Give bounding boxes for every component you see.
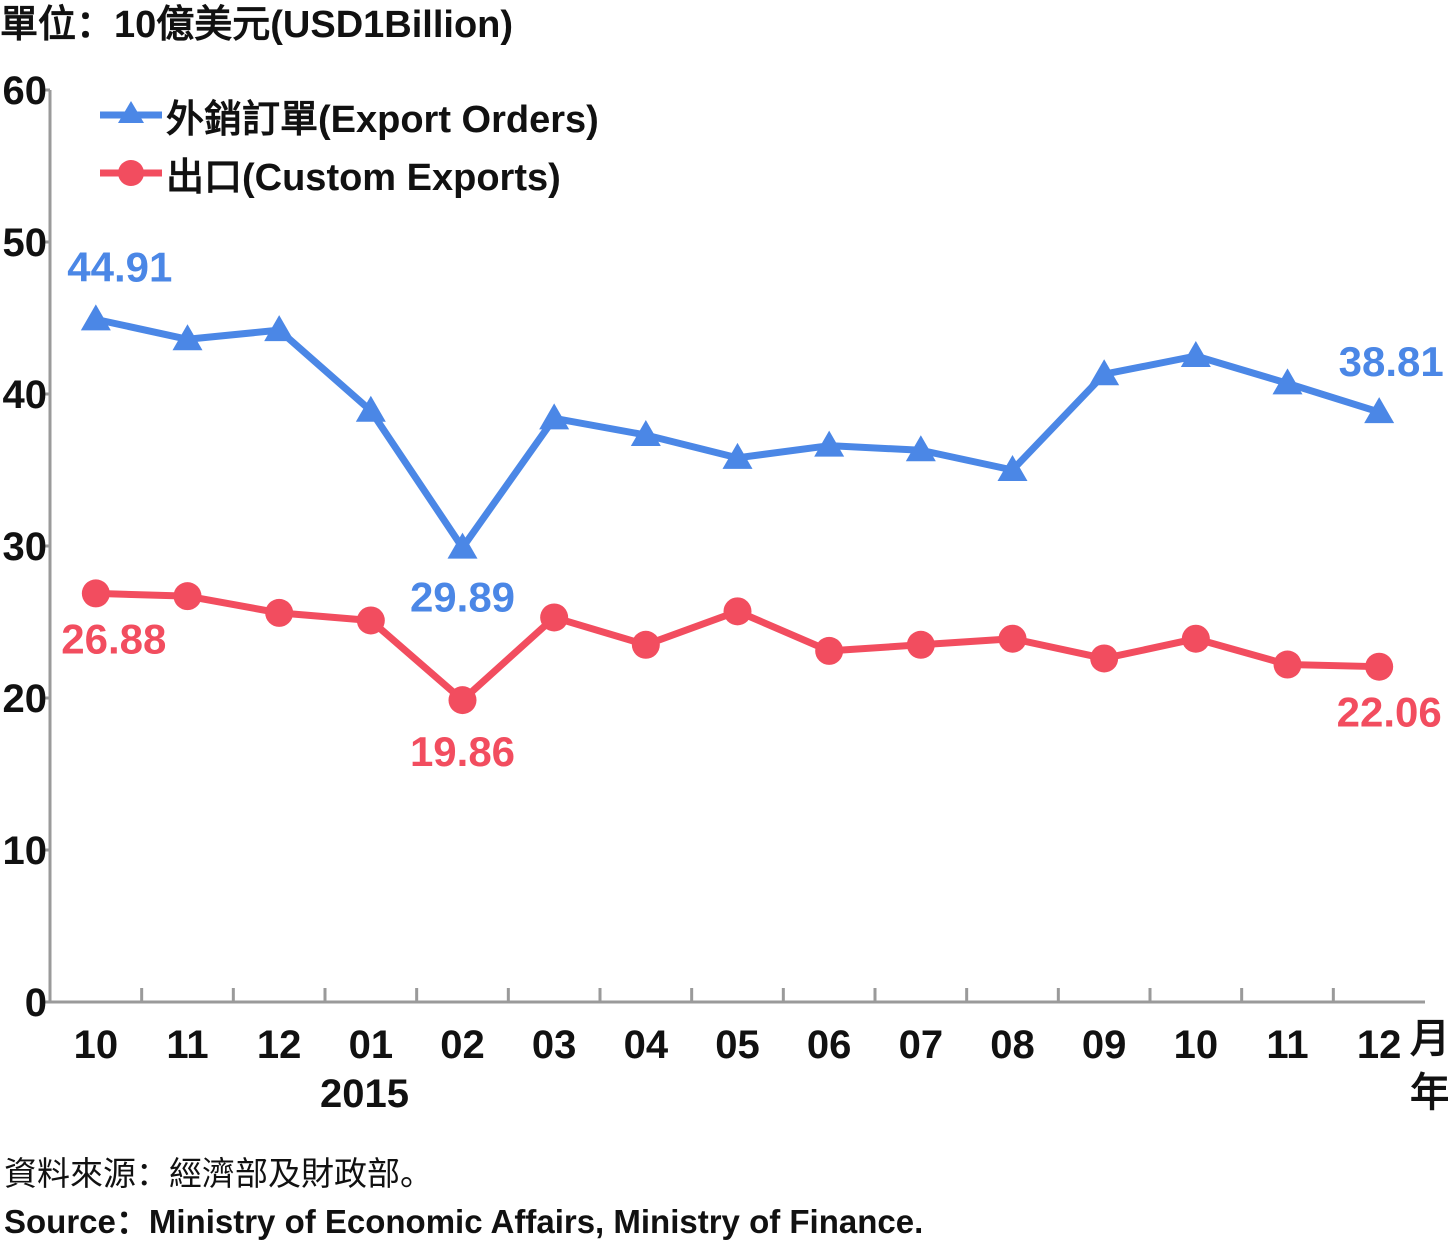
y-tick-label: 20 xyxy=(3,677,48,721)
x-tick-label: 02 xyxy=(440,1023,485,1067)
series-line-export-orders xyxy=(95,315,1381,552)
data-point-custom-exports xyxy=(1090,644,1119,673)
y-tick-label: 40 xyxy=(3,373,48,417)
data-point-custom-exports xyxy=(448,686,477,715)
data-point-custom-exports xyxy=(1365,652,1394,681)
data-point-export-orders xyxy=(1180,341,1211,367)
unit-label: 單位：10億美元(USD1Billion) xyxy=(0,4,514,46)
data-point-custom-exports xyxy=(815,636,844,665)
data-point-export-orders xyxy=(264,315,295,342)
data-point-export-orders xyxy=(539,403,570,430)
legend-label-custom-exports: 出口(Custom Exports) xyxy=(166,156,561,199)
x-tick-label: 04 xyxy=(624,1023,669,1067)
source-zh: 資料來源：經濟部及財政部。 xyxy=(4,1155,433,1192)
data-point-export-orders xyxy=(80,304,111,331)
y-tick-label: 10 xyxy=(3,829,48,873)
data-point-export-orders xyxy=(1089,359,1120,386)
legend-label-export-orders: 外銷訂單(Export Orders) xyxy=(166,98,599,141)
data-point-custom-exports xyxy=(1181,624,1210,653)
source-en: Source：Ministry of Economic Affairs, Min… xyxy=(4,1203,924,1240)
data-point-export-orders xyxy=(814,430,845,457)
data-label-export-orders: 38.81 xyxy=(1339,338,1444,385)
data-point-custom-exports xyxy=(540,603,569,632)
y-tick-label: 30 xyxy=(3,525,48,569)
month-unit-label: 月 xyxy=(1410,1017,1448,1061)
data-point-custom-exports xyxy=(265,598,294,627)
data-point-custom-exports xyxy=(173,582,202,611)
x-tick-label: 03 xyxy=(532,1023,577,1067)
data-label-custom-exports: 19.86 xyxy=(410,728,515,775)
data-point-export-orders xyxy=(172,324,203,351)
x-tick-label: 07 xyxy=(899,1023,944,1067)
legend-item-export-orders: 外銷訂單(Export Orders) xyxy=(98,86,599,144)
data-point-custom-exports xyxy=(356,606,385,635)
data-point-custom-exports xyxy=(81,579,110,608)
x-tick-label: 10 xyxy=(74,1023,119,1067)
year-unit-label: 年 xyxy=(1410,1071,1448,1115)
data-point-export-orders xyxy=(905,435,936,462)
x-tick-label: 05 xyxy=(715,1023,760,1067)
x-tick-label: 09 xyxy=(1082,1023,1127,1067)
x-tick-label: 08 xyxy=(990,1023,1035,1067)
data-label-custom-exports: 22.06 xyxy=(1337,689,1442,736)
source-note: 資料來源：經濟部及財政部。 Source：Ministry of Economi… xyxy=(4,1150,923,1246)
data-point-custom-exports xyxy=(1273,650,1302,679)
data-point-export-orders xyxy=(447,532,478,559)
data-point-export-orders xyxy=(355,395,386,422)
data-point-custom-exports xyxy=(906,630,935,659)
x-tick-label: 11 xyxy=(1266,1023,1308,1067)
legend-item-custom-exports: 出口(Custom Exports) xyxy=(98,144,599,202)
legend-swatch-export-orders xyxy=(100,101,162,123)
legend-swatch-custom-exports xyxy=(100,160,162,186)
data-point-custom-exports xyxy=(723,597,752,626)
data-point-export-orders xyxy=(997,455,1028,481)
data-label-export-orders: 44.91 xyxy=(67,243,172,290)
x-tick-label: 01 xyxy=(349,1023,394,1067)
x-tick-label: 12 xyxy=(1357,1023,1402,1067)
x-tick-label: 10 xyxy=(1174,1023,1219,1067)
data-label-export-orders: 29.89 xyxy=(410,574,515,621)
data-label-custom-exports: 26.88 xyxy=(61,615,166,662)
x-tick-label: 06 xyxy=(807,1023,852,1067)
data-point-custom-exports xyxy=(631,630,660,659)
data-point-export-orders xyxy=(1364,397,1395,424)
y-tick-label: 60 xyxy=(3,69,48,113)
data-point-custom-exports xyxy=(998,624,1027,653)
data-point-export-orders xyxy=(1272,368,1303,395)
y-tick-label: 50 xyxy=(3,221,48,265)
x-tick-label: 11 xyxy=(166,1023,208,1067)
legend: 外銷訂單(Export Orders) 出口(Custom Exports) xyxy=(98,86,599,202)
data-point-export-orders xyxy=(722,442,753,469)
data-point-export-orders xyxy=(630,420,661,447)
y-tick-label: 0 xyxy=(25,981,47,1025)
year-label: 2015 xyxy=(320,1072,409,1116)
x-tick-label: 12 xyxy=(257,1023,302,1067)
